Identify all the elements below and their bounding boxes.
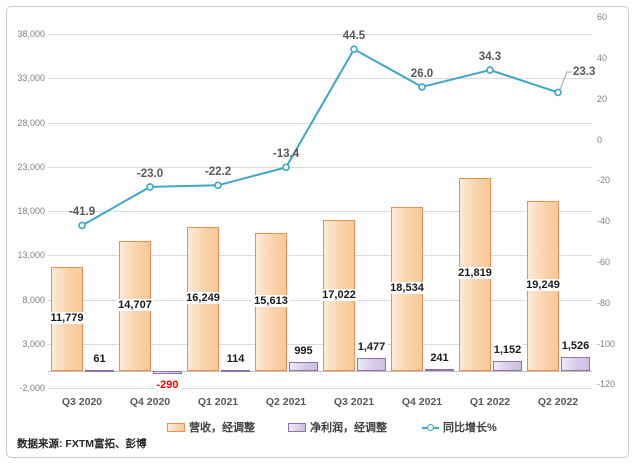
y-axis-tick-left: 28,000 [17, 117, 45, 128]
legend-item-profit: 净利润，经调整 [288, 420, 387, 434]
growth-line-marker [282, 163, 290, 172]
growth-line-label: 44.5 [342, 30, 366, 43]
x-axis-label: Q2 2022 [537, 396, 579, 408]
revenue-bar-label: 11,779 [48, 311, 86, 324]
revenue-bar-label: 16,249 [184, 292, 222, 305]
profit-bar-label: 1,477 [355, 340, 388, 353]
legend-label-growth: 同比增长% [443, 422, 497, 434]
legend-label-profit: 净利润，经调整 [310, 422, 387, 434]
growth-line-label: -13.4 [272, 148, 300, 161]
growth-line-label: -41.9 [68, 206, 96, 219]
growth-line-swatch-icon [422, 423, 439, 432]
y-axis-tick-left: 18,000 [17, 206, 45, 217]
revenue-swatch-icon [167, 422, 185, 432]
y-axis-tick-right: -120 [597, 379, 616, 390]
y-axis-tick-left: 8,000 [22, 294, 45, 305]
y-axis-tick-left: 33,000 [17, 73, 45, 84]
growth-line-label: 34.3 [478, 51, 502, 64]
revenue-bar-label: 19,249 [524, 278, 562, 291]
y-axis-tick-left: 23,000 [17, 161, 45, 172]
profit-bar-label: 1,526 [559, 340, 592, 353]
growth-line [81, 47, 559, 227]
growth-line-marker [554, 88, 562, 97]
profit-bar-label: 995 [292, 345, 315, 358]
y-axis-tick-left: -2,000 [19, 383, 45, 394]
y-axis-tick-right: 60 [597, 12, 608, 23]
x-axis-label: Q4 2021 [401, 396, 443, 408]
growth-line-label: -22.2 [204, 166, 232, 179]
gridline [48, 343, 592, 345]
profit-bar-label: 61 [91, 352, 108, 365]
y-axis-tick-right: 20 [597, 93, 608, 104]
profit-bar [493, 360, 522, 371]
gridline [48, 299, 592, 301]
growth-line-marker [78, 221, 86, 230]
callout-leader-line [559, 71, 572, 90]
gridline [48, 388, 592, 390]
gridline [48, 211, 592, 213]
y-axis-tick-right: -60 [597, 256, 611, 267]
revenue-bar-label: 17,022 [320, 288, 358, 301]
gridline [48, 122, 592, 124]
x-axis-label: Q3 2021 [333, 396, 375, 408]
profit-bar [561, 357, 590, 371]
profit-bar-label: 114 [224, 352, 247, 365]
revenue-bar-label: 18,534 [388, 281, 426, 294]
legend-item-revenue: 营收，经调整 [167, 420, 255, 434]
legend-label-revenue: 营收，经调整 [189, 422, 255, 434]
y-axis-tick-right: -100 [597, 338, 616, 349]
legend-item-growth: 同比增长% [422, 420, 497, 434]
y-axis-tick-left: 38,000 [17, 29, 45, 40]
growth-line-marker [146, 183, 154, 191]
profit-bar [85, 369, 114, 372]
category-axis-line [48, 370, 592, 372]
profit-bar [221, 369, 250, 372]
revenue-bar-label: 15,613 [252, 294, 290, 307]
y-axis-tick-right: -80 [597, 297, 611, 308]
y-axis-tick-left: 3,000 [22, 338, 45, 349]
profit-bar-label: 1,152 [491, 343, 524, 356]
profit-bar [153, 371, 182, 374]
growth-line-label: 26.0 [410, 67, 434, 80]
profit-bar [357, 357, 386, 371]
gridline [48, 255, 592, 257]
profit-bar-label: 241 [428, 351, 451, 364]
growth-line-marker [418, 83, 426, 91]
data-source-note: 数据来源: FXTM富拓、彭博 [17, 438, 147, 450]
revenue-bar-label: 14,707 [116, 298, 154, 311]
growth-line-marker [486, 66, 494, 74]
y-axis-tick-right: 0 [597, 134, 603, 145]
gridline [48, 166, 592, 168]
profit-bar-label: -290 [154, 378, 181, 391]
gridline [48, 78, 592, 80]
y-axis-tick-left: 13,000 [17, 250, 45, 261]
x-axis-label: Q2 2021 [265, 396, 307, 408]
x-axis-label: Q1 2022 [469, 396, 511, 408]
gridline [48, 34, 592, 36]
y-axis-tick-right: -40 [597, 216, 611, 227]
y-axis-tick-right: 40 [597, 52, 608, 63]
profit-swatch-icon [288, 422, 306, 432]
x-axis-label: Q1 2021 [197, 396, 239, 408]
x-axis-label: Q4 2020 [129, 396, 171, 408]
profit-bar [289, 362, 318, 371]
x-axis-label: Q3 2020 [61, 396, 103, 408]
growth-line-marker [214, 181, 222, 190]
revenue-bar-label: 21,819 [456, 267, 494, 280]
profit-bar [425, 368, 454, 371]
growth-line-label: -23.0 [136, 167, 164, 180]
growth-line-label: 23.3 [572, 66, 597, 78]
growth-line-marker [350, 45, 358, 54]
y-axis-tick-right: -20 [597, 175, 611, 186]
